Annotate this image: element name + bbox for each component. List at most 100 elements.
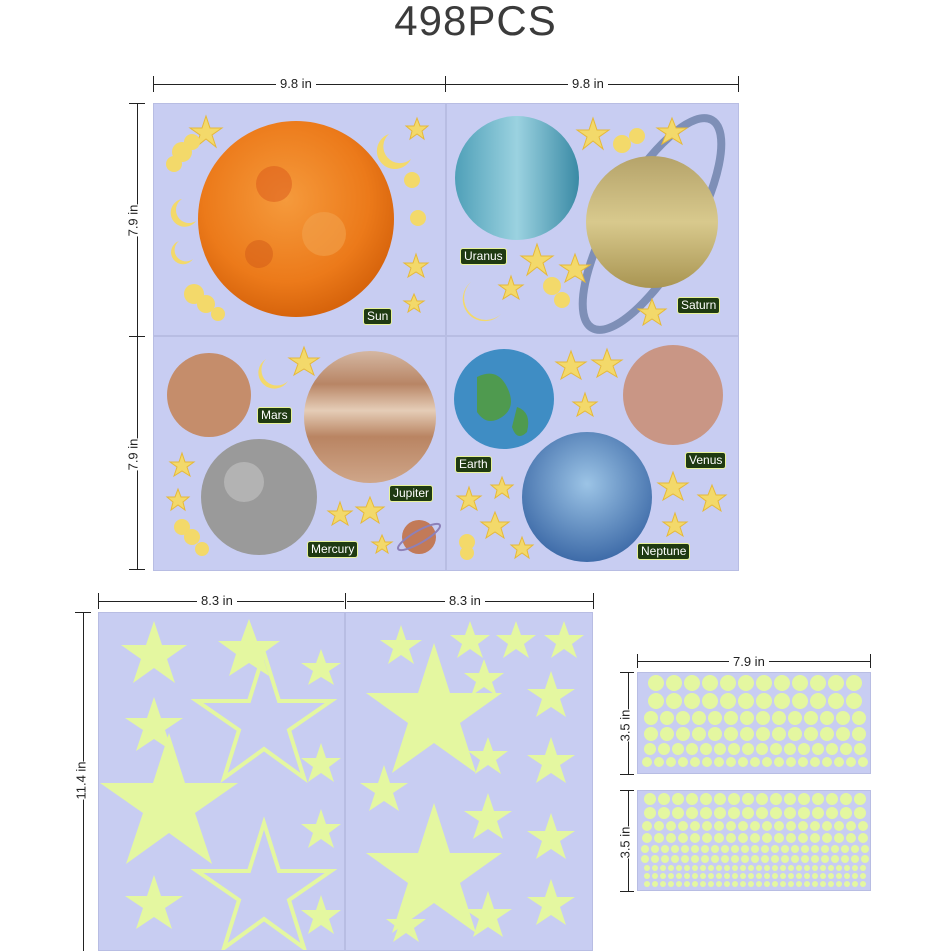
glow-dot (852, 873, 858, 879)
dimension-tick (345, 593, 346, 609)
glow-dot (720, 693, 736, 709)
mars-planet (167, 353, 251, 437)
planet-label-earth: Earth (455, 456, 492, 473)
glow-dot (672, 793, 684, 805)
neptune-planet (522, 432, 652, 562)
glow-dot (678, 821, 688, 831)
glow-dot (788, 873, 794, 879)
glow-dot (822, 833, 832, 843)
glow-dot (772, 711, 786, 725)
glow-dot (841, 855, 849, 863)
glow-star-sheet-left (98, 612, 345, 951)
dimension-tick (620, 774, 634, 775)
dimension-tick (620, 790, 634, 791)
glow-dot (666, 693, 682, 709)
glow-dot (692, 881, 698, 887)
glow-dot (708, 711, 722, 725)
glow-dot (796, 865, 802, 871)
glow-dot (666, 757, 676, 767)
glow-dot (861, 855, 869, 863)
glow-dot (834, 821, 844, 831)
glow-dot (810, 757, 820, 767)
glow-dot (660, 711, 674, 725)
glow-dot (761, 855, 769, 863)
dimension-label: 7.9 in (122, 204, 144, 237)
glow-dot (756, 743, 768, 755)
glow-dot (668, 881, 674, 887)
glow-dot (786, 821, 796, 831)
glow-dot (826, 807, 838, 819)
glow-dot (828, 693, 844, 709)
glow-dot (676, 865, 682, 871)
glow-dot (660, 727, 674, 741)
glow-dot-sheet-2 (637, 790, 871, 891)
planet-label-jupiter: Jupiter (389, 485, 434, 502)
glow-dot (724, 727, 738, 741)
glow-stars-left (100, 619, 341, 950)
glow-dot (844, 873, 850, 879)
glow-dot (822, 757, 832, 767)
glow-dot (774, 833, 784, 843)
planet-label-neptune: Neptune (637, 543, 691, 560)
glow-dot (858, 757, 868, 767)
glow-dot (822, 821, 832, 831)
glow-dot (658, 807, 670, 819)
dimension-tick (593, 593, 594, 609)
glow-dot (724, 873, 730, 879)
glow-dot (644, 743, 656, 755)
glow-dot (774, 757, 784, 767)
glow-dot (690, 821, 700, 831)
glow-dot (724, 711, 738, 725)
glow-dot (686, 807, 698, 819)
planet-label-uranus: Uranus (460, 248, 507, 265)
planet-label-mars: Mars (257, 407, 292, 424)
glow-dot (690, 757, 700, 767)
glow-dot (798, 821, 808, 831)
glow-dots-large (642, 675, 868, 767)
glow-dot (701, 855, 709, 863)
glow-dot (756, 693, 772, 709)
glow-dot (658, 793, 670, 805)
glow-dot (686, 793, 698, 805)
glow-dot (804, 873, 810, 879)
glow-dot (654, 821, 664, 831)
venus-planet (623, 345, 723, 445)
glow-dot (841, 845, 849, 853)
glow-dot (748, 865, 754, 871)
glow-dot (812, 881, 818, 887)
glow-dot (792, 693, 808, 709)
glow-dot (721, 855, 729, 863)
glow-dot (738, 757, 748, 767)
glow-dot (854, 793, 866, 805)
glow-dot (801, 845, 809, 853)
glow-dot (740, 727, 754, 741)
glow-dot (701, 845, 709, 853)
glow-dot (676, 727, 690, 741)
glow-dot (681, 855, 689, 863)
glow-dot (804, 881, 810, 887)
glow-dot (672, 743, 684, 755)
glow-dot (846, 693, 862, 709)
glow-dot (702, 675, 718, 691)
glow-dot (756, 711, 770, 725)
glow-dot (731, 845, 739, 853)
dimension-tick (75, 612, 91, 613)
glow-dot (648, 693, 664, 709)
glow-dot (840, 793, 852, 805)
glow-dot-sheet-1 (637, 672, 871, 774)
glow-dot (740, 881, 746, 887)
glow-dot (854, 743, 866, 755)
glow-dot (756, 865, 762, 871)
glow-dot (676, 881, 682, 887)
glow-dot (770, 807, 782, 819)
glow-dot (796, 873, 802, 879)
glow-dot (810, 693, 826, 709)
dimension-tick (620, 672, 634, 673)
glow-dot (852, 727, 866, 741)
glow-dot (700, 793, 712, 805)
glow-dot (852, 881, 858, 887)
glow-dot (651, 855, 659, 863)
dimension-label: 9.8 in (276, 76, 316, 91)
glow-dot (750, 821, 760, 831)
glow-dot (678, 757, 688, 767)
